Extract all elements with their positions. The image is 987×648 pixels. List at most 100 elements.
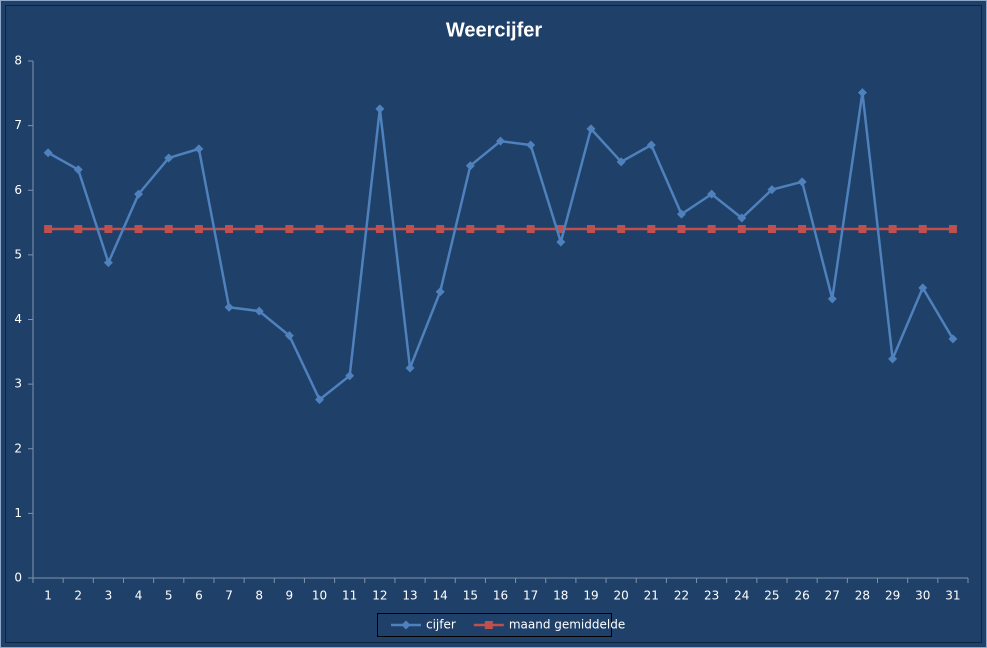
marker bbox=[496, 136, 505, 146]
marker bbox=[526, 140, 536, 150]
marker bbox=[164, 225, 173, 234]
marker bbox=[375, 225, 384, 234]
marker bbox=[134, 189, 144, 199]
y-tick-label: 7 bbox=[14, 118, 22, 132]
x-tick-label: 6 bbox=[195, 589, 203, 603]
y-tick-label: 5 bbox=[14, 247, 22, 261]
y-tick-label: 4 bbox=[14, 312, 22, 326]
marker bbox=[707, 189, 717, 199]
marker bbox=[74, 225, 83, 234]
marker bbox=[345, 371, 355, 381]
x-tick-label: 1 bbox=[44, 589, 52, 603]
legend: cijfer maand gemiddelde bbox=[377, 613, 625, 637]
x-tick-label: 15 bbox=[463, 589, 478, 603]
marker bbox=[484, 621, 493, 629]
marker bbox=[194, 144, 204, 154]
x-tick-label: 14 bbox=[433, 589, 448, 603]
x-tick-label: 29 bbox=[885, 589, 900, 603]
marker bbox=[401, 620, 411, 630]
x-tick-label: 12 bbox=[372, 589, 387, 603]
legend-label: maand gemiddelde bbox=[509, 618, 625, 632]
marker bbox=[255, 225, 264, 234]
marker bbox=[676, 209, 686, 219]
x-tick-label: 9 bbox=[286, 589, 294, 603]
x-tick-label: 18 bbox=[553, 589, 568, 603]
x-tick-label: 4 bbox=[135, 589, 143, 603]
x-tick-label: 24 bbox=[734, 589, 749, 603]
marker bbox=[767, 185, 777, 195]
marker bbox=[586, 225, 595, 234]
marker bbox=[225, 225, 234, 234]
x-tick-label: 28 bbox=[855, 589, 870, 603]
x-tick-label: 5 bbox=[165, 589, 173, 603]
x-tick-label: 16 bbox=[493, 589, 508, 603]
x-tick-label: 7 bbox=[225, 589, 233, 603]
marker bbox=[918, 225, 927, 234]
marker bbox=[948, 225, 957, 234]
x-tick-label: 22 bbox=[674, 589, 689, 603]
x-tick-label: 3 bbox=[105, 589, 113, 603]
marker bbox=[315, 395, 325, 405]
marker bbox=[827, 294, 837, 304]
marker bbox=[284, 331, 294, 341]
y-tick-label: 8 bbox=[14, 54, 22, 68]
marker bbox=[103, 258, 113, 268]
marker bbox=[526, 225, 535, 234]
x-tick-label: 31 bbox=[945, 589, 960, 603]
marker bbox=[194, 225, 203, 234]
marker bbox=[647, 225, 656, 234]
marker bbox=[798, 225, 807, 234]
marker bbox=[345, 225, 354, 234]
marker bbox=[918, 283, 928, 293]
marker bbox=[767, 225, 776, 234]
marker bbox=[44, 225, 53, 234]
marker bbox=[375, 104, 385, 114]
marker bbox=[436, 225, 445, 234]
legend-box bbox=[377, 613, 612, 637]
marker bbox=[254, 306, 264, 316]
x-tick-label: 11 bbox=[342, 589, 357, 603]
y-tick-label: 2 bbox=[14, 441, 22, 455]
y-tick-label: 3 bbox=[14, 377, 22, 391]
marker bbox=[496, 225, 505, 234]
marker bbox=[858, 225, 867, 234]
x-tick-label: 8 bbox=[255, 589, 263, 603]
marker bbox=[224, 302, 234, 312]
x-tick-label: 23 bbox=[704, 589, 719, 603]
x-tick-label: 30 bbox=[915, 589, 930, 603]
x-tick-label: 10 bbox=[312, 589, 327, 603]
marker bbox=[164, 153, 174, 163]
marker bbox=[888, 225, 897, 234]
marker bbox=[134, 225, 143, 234]
x-tick-label: 25 bbox=[764, 589, 779, 603]
marker bbox=[556, 237, 566, 247]
marker bbox=[737, 225, 746, 234]
x-tick-label: 21 bbox=[644, 589, 659, 603]
marker bbox=[405, 363, 415, 373]
marker bbox=[406, 225, 415, 234]
marker bbox=[435, 287, 445, 297]
chart-border bbox=[5, 5, 982, 643]
x-tick-label: 26 bbox=[794, 589, 809, 603]
marker bbox=[285, 225, 294, 234]
x-tick-label: 19 bbox=[583, 589, 598, 603]
marker bbox=[586, 124, 596, 134]
marker bbox=[315, 225, 324, 234]
marker bbox=[888, 354, 898, 364]
marker bbox=[828, 225, 837, 234]
marker bbox=[737, 213, 747, 223]
marker bbox=[465, 161, 475, 171]
y-tick-label: 1 bbox=[14, 506, 22, 520]
marker bbox=[556, 225, 565, 234]
marker bbox=[677, 225, 686, 234]
y-tick-label: 6 bbox=[14, 183, 22, 197]
y-tick-label: 0 bbox=[14, 571, 22, 585]
chart-title: Weercijfer bbox=[446, 19, 543, 41]
marker bbox=[466, 225, 475, 234]
x-tick-label: 17 bbox=[523, 589, 538, 603]
x-tick-label: 13 bbox=[402, 589, 417, 603]
marker bbox=[948, 334, 958, 344]
marker bbox=[43, 148, 53, 158]
